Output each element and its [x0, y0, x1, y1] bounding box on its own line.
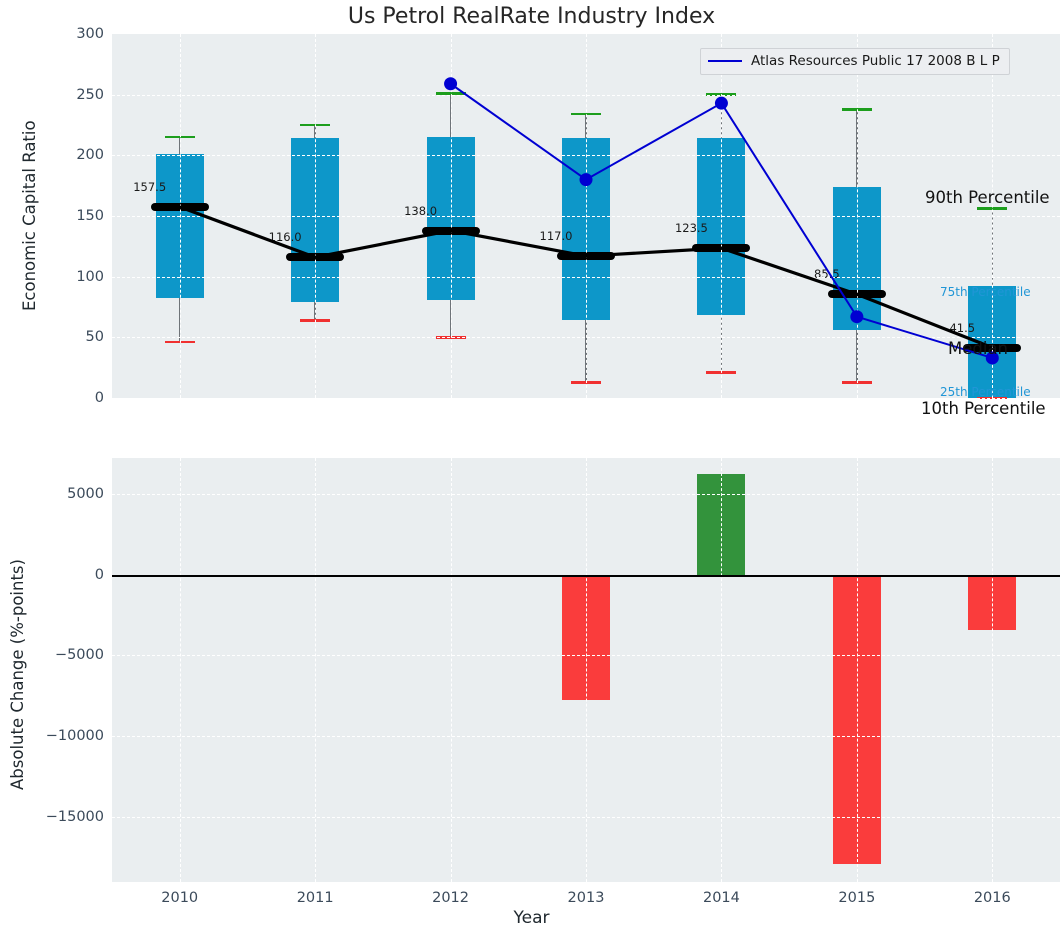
gridline-x — [992, 458, 994, 882]
legend-box: Atlas Resources Public 17 2008 B L P — [700, 48, 1010, 75]
y-tick-label: 200 — [76, 147, 104, 164]
y-tick-label: 100 — [76, 268, 104, 285]
gridline-x — [450, 34, 452, 398]
company-data-point[interactable] — [444, 77, 458, 91]
annotation-median: Median — [948, 339, 1009, 358]
gridline-x — [586, 34, 587, 398]
company-data-point[interactable] — [985, 351, 999, 365]
y-axis-label-bottom: Absolute Change (%-points) — [8, 559, 27, 790]
median-value-label: 157.5 — [133, 179, 167, 194]
gridline-x — [856, 34, 858, 398]
median-value-label: 41.5 — [949, 320, 976, 335]
x-tick-label-2012: 2012 — [432, 890, 470, 906]
median-value-label: 116.0 — [268, 230, 302, 245]
x-tick-label-2013: 2013 — [567, 890, 605, 906]
gridline-x — [586, 458, 587, 882]
x-tick-label-2016: 2016 — [973, 890, 1011, 906]
median-trend-line — [179, 205, 993, 350]
annotation-90th-percentile: 90th Percentile — [925, 188, 1050, 207]
median-value-label: 123.5 — [674, 221, 708, 236]
median-value-label: 117.0 — [539, 229, 573, 244]
annotation-75th-percentile: 75th Percentile — [940, 285, 1031, 299]
gridline-x — [856, 458, 858, 882]
y-tick-label: 300 — [76, 26, 104, 42]
median-value-label: 138.0 — [404, 203, 438, 218]
x-tick-label-2014: 2014 — [702, 890, 740, 906]
gridline-x — [315, 34, 317, 398]
y-tick-label: 150 — [76, 208, 104, 224]
gridline-x — [179, 34, 181, 398]
chart-title: Us Petrol RealRate Industry Index — [347, 4, 716, 29]
y-tick-label: 0 — [94, 390, 104, 406]
x-tick-label-2015: 2015 — [838, 890, 876, 906]
company-data-point[interactable] — [579, 173, 593, 187]
gridline-x — [992, 34, 994, 398]
gridline-x — [721, 458, 723, 882]
company-data-point[interactable] — [714, 96, 728, 110]
gridline-y — [112, 398, 1060, 399]
y-tick-label: 0 — [94, 566, 104, 583]
x-tick-label-2010: 2010 — [161, 890, 199, 906]
x-tick-label-2011: 2011 — [296, 890, 334, 906]
gridline-x — [315, 458, 317, 882]
annotation-25th-percentile: 25th Percentile — [940, 385, 1031, 399]
company-data-point[interactable] — [850, 310, 864, 324]
y-tick-label: −15000 — [45, 809, 104, 826]
legend-label: Atlas Resources Public 17 2008 B L P — [751, 53, 1000, 69]
annotation-10th-percentile: 10th Percentile — [921, 399, 1046, 418]
y-tick-label: 250 — [76, 86, 104, 103]
gridline-x — [179, 458, 181, 882]
zero-baseline — [112, 574, 1060, 577]
gridline-x — [450, 458, 452, 882]
y-tick-label: −10000 — [45, 728, 104, 745]
gridline-x — [721, 34, 723, 398]
y-tick-label: 5000 — [67, 485, 104, 502]
legend-line-swatch — [708, 60, 742, 62]
y-tick-label: −5000 — [54, 647, 104, 664]
y-tick-label: 50 — [85, 329, 104, 346]
x-axis-label: Year — [513, 908, 550, 928]
